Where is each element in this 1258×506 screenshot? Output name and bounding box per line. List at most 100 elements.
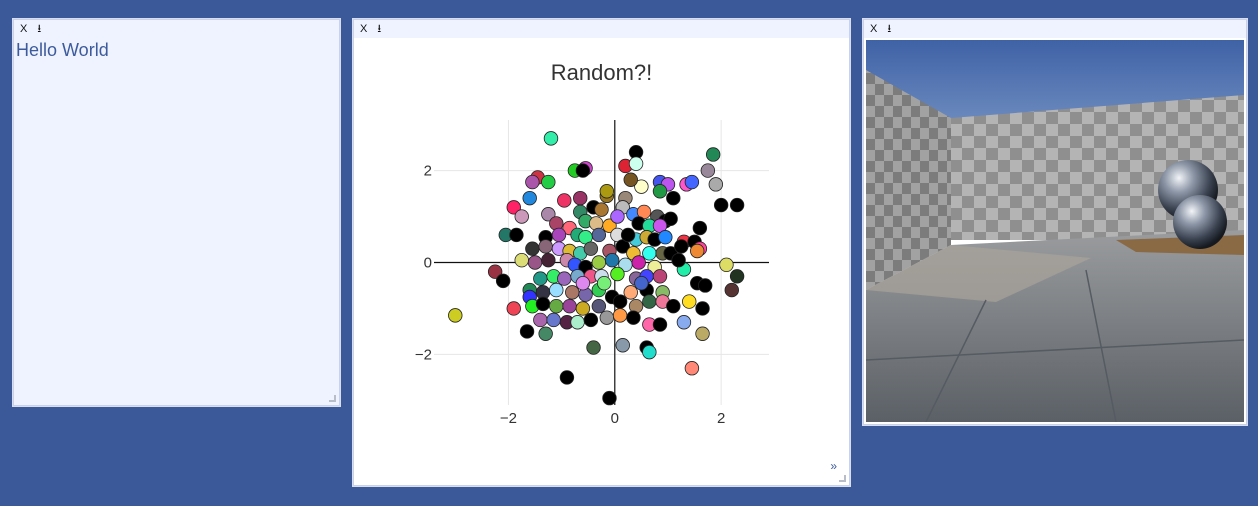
scatter-point[interactable]: [562, 298, 577, 314]
scatter-point[interactable]: [676, 315, 692, 330]
scatter-point[interactable]: [692, 220, 708, 236]
scatter-point[interactable]: [705, 147, 721, 162]
scatter-point[interactable]: [583, 312, 599, 328]
expand-button[interactable]: »: [830, 459, 837, 473]
scatter-point[interactable]: [628, 156, 644, 171]
scatter-point[interactable]: [575, 163, 591, 178]
scatter-point[interactable]: [634, 179, 649, 194]
scatter-point[interactable]: [596, 275, 612, 291]
scatter-point[interactable]: [700, 163, 716, 178]
scatter-point[interactable]: [729, 269, 745, 284]
scatter-point[interactable]: [557, 193, 572, 208]
scatter-point[interactable]: [610, 266, 625, 282]
scatter-point[interactable]: [599, 184, 615, 199]
scatter-point[interactable]: [690, 243, 705, 259]
scatter-point[interactable]: [642, 246, 657, 261]
scatter-point[interactable]: [652, 269, 668, 284]
scatter-point[interactable]: [549, 282, 564, 298]
scatter-point[interactable]: [594, 202, 609, 217]
scatter-point[interactable]: [543, 131, 559, 146]
scatter-point[interactable]: [591, 227, 607, 243]
scatter-point[interactable]: [684, 361, 700, 376]
scatter-point[interactable]: [522, 190, 537, 206]
scatter-point[interactable]: [634, 275, 649, 291]
scatter-point[interactable]: [551, 227, 567, 243]
scatter-point[interactable]: [506, 200, 521, 215]
scatter-point[interactable]: [565, 285, 580, 300]
scatter-point[interactable]: [612, 308, 628, 323]
scatter-point[interactable]: [623, 285, 638, 300]
scatter-point[interactable]: [671, 253, 686, 268]
scatter-point[interactable]: [591, 255, 607, 270]
scatter-point[interactable]: [666, 190, 681, 206]
scatter-point[interactable]: [666, 298, 681, 314]
scatter-point[interactable]: [697, 278, 713, 293]
scatter-point[interactable]: [514, 209, 529, 224]
scatter-point[interactable]: [519, 324, 535, 339]
scatter-point[interactable]: [541, 174, 556, 190]
scatter-point[interactable]: [695, 326, 710, 341]
scatter-point[interactable]: [658, 230, 673, 245]
close-icon[interactable]: X: [20, 23, 28, 35]
scatter-point[interactable]: [620, 227, 636, 243]
scatter-point[interactable]: [557, 271, 572, 286]
scatter-point[interactable]: [652, 184, 668, 199]
scatter-plot[interactable]: −2 0 2 −2 0 2: [354, 20, 849, 485]
3d-viewport[interactable]: [866, 40, 1244, 422]
scatter-point[interactable]: [583, 241, 599, 256]
scatter-point[interactable]: [514, 253, 529, 268]
scatter-point[interactable]: [575, 301, 591, 316]
scatter-point[interactable]: [575, 275, 591, 291]
pin-icon[interactable]: ⭳: [887, 23, 892, 35]
scatter-point[interactable]: [642, 294, 657, 309]
scatter-point[interactable]: [546, 312, 561, 328]
scatter-point[interactable]: [538, 239, 553, 254]
scatter-point[interactable]: [541, 253, 556, 268]
scatter-point[interactable]: [570, 315, 585, 330]
scatter-point[interactable]: [448, 308, 463, 323]
scatter-point[interactable]: [525, 174, 540, 190]
resize-grip-icon[interactable]: [329, 395, 336, 402]
scatter-point[interactable]: [506, 301, 521, 316]
scatter-point[interactable]: [541, 207, 556, 222]
scatter-point[interactable]: [713, 197, 729, 213]
scatter-point[interactable]: [623, 172, 638, 187]
close-icon[interactable]: X: [360, 23, 368, 35]
pin-icon[interactable]: ⭳: [377, 23, 382, 35]
scatter-point[interactable]: [527, 255, 543, 270]
scatter-point[interactable]: [487, 264, 503, 279]
scatter-point[interactable]: [573, 190, 588, 206]
scatter-point[interactable]: [559, 370, 575, 385]
scatter-point[interactable]: [626, 310, 641, 325]
scatter-point[interactable]: [533, 312, 548, 328]
scatter-point[interactable]: [610, 209, 625, 224]
scatter-point[interactable]: [695, 301, 710, 316]
scatter-point[interactable]: [652, 317, 668, 332]
scatter-point[interactable]: [674, 239, 689, 254]
scatter-point[interactable]: [535, 296, 551, 312]
scatter-point[interactable]: [663, 211, 678, 227]
scatter-point[interactable]: [708, 177, 724, 192]
scatter-point[interactable]: [533, 271, 548, 286]
scatter-point[interactable]: [586, 340, 601, 355]
scatter-point[interactable]: [631, 255, 646, 270]
scatter-point[interactable]: [549, 298, 564, 314]
resize-grip-icon[interactable]: [839, 475, 846, 482]
scatter-point[interactable]: [642, 344, 657, 360]
scatter-point[interactable]: [719, 257, 734, 272]
scatter-point[interactable]: [495, 273, 511, 289]
scatter-point[interactable]: [591, 298, 607, 314]
close-icon[interactable]: X: [870, 23, 878, 35]
scatter-point[interactable]: [509, 227, 524, 243]
scatter-point[interactable]: [599, 310, 615, 325]
scatter-point[interactable]: [684, 174, 700, 190]
scatter-point[interactable]: [602, 218, 617, 233]
scatter-point[interactable]: [604, 253, 620, 268]
scatter-point[interactable]: [538, 326, 553, 341]
pin-icon[interactable]: ⭳: [37, 23, 42, 35]
scatter-point[interactable]: [612, 294, 628, 309]
scatter-point[interactable]: [729, 197, 745, 213]
scatter-point[interactable]: [525, 241, 540, 256]
scatter-point[interactable]: [724, 282, 739, 298]
scatter-point[interactable]: [602, 390, 617, 406]
